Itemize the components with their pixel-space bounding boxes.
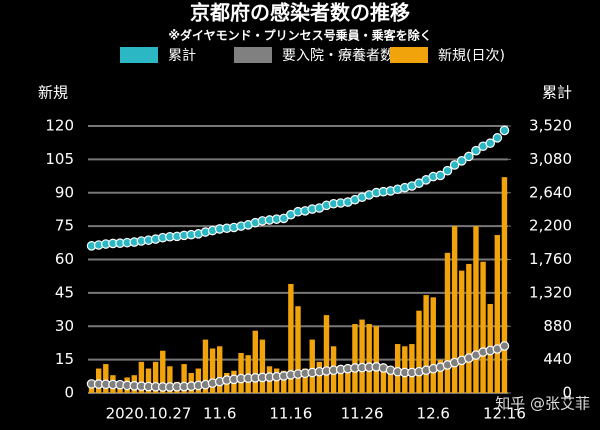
y-tick-label: 30: [55, 317, 74, 335]
bar: [451, 226, 458, 393]
y-tick-label: 45: [55, 283, 74, 301]
bar: [437, 359, 444, 393]
bar: [480, 261, 486, 393]
bar: [338, 370, 344, 393]
bar: [160, 350, 166, 393]
bar: [295, 306, 301, 393]
x-tick-label: 11.6: [203, 405, 236, 423]
dot: [464, 151, 474, 162]
y-tick-label: 60: [55, 250, 74, 268]
x-tick-label: 11.26: [341, 405, 384, 423]
y-tick-label: 75: [55, 217, 74, 235]
bar: [152, 361, 159, 393]
y2-tick-label: 880: [543, 317, 572, 335]
bar: [387, 370, 394, 393]
bar: [181, 364, 187, 393]
bar: [202, 339, 209, 393]
legend-swatch: [234, 47, 272, 63]
bar: [288, 283, 294, 393]
bar: [473, 226, 479, 393]
y-tick-label: 120: [45, 117, 74, 135]
dot: [471, 145, 481, 156]
bar: [281, 370, 287, 393]
bar: [309, 339, 315, 393]
x-tick-label: 12.6: [417, 405, 450, 423]
dot: [456, 156, 467, 166]
bar: [444, 252, 451, 393]
bar: [323, 315, 330, 393]
y-axis-title: 新規: [38, 84, 68, 102]
bar: [380, 366, 387, 393]
x-tick-label: 11.16: [269, 405, 312, 423]
y-tick-label: 15: [55, 350, 74, 368]
bar: [466, 263, 472, 393]
dot: [435, 170, 446, 181]
bar: [302, 368, 308, 393]
bar: [316, 361, 323, 393]
bar: [117, 386, 123, 393]
bar: [259, 339, 266, 393]
dot: [499, 341, 510, 351]
bar: [359, 319, 365, 393]
bar: [459, 270, 465, 393]
bar: [373, 326, 380, 393]
y2-tick-label: 440: [543, 350, 572, 368]
dot: [442, 165, 453, 176]
y-tick-label: 90: [55, 183, 74, 201]
legend-label: 累計: [168, 48, 196, 64]
bar: [167, 366, 173, 393]
legend-swatch: [120, 47, 158, 63]
bar: [138, 361, 145, 393]
bar: [238, 352, 244, 393]
bar: [103, 364, 109, 393]
legend-label: 新規(日次): [438, 48, 505, 64]
y2-tick-label: 2,640: [529, 183, 572, 201]
bar: [423, 295, 429, 393]
y2-tick-label: 3,520: [529, 117, 572, 135]
dot: [499, 125, 510, 136]
bar: [252, 330, 258, 393]
bar: [209, 348, 216, 393]
bar: [145, 368, 152, 393]
y-tick-label: 0: [64, 384, 74, 402]
bar: [501, 177, 508, 393]
dot: [485, 138, 496, 149]
x-tick-label: 12.16: [483, 405, 526, 423]
y2-tick-label: 1,320: [529, 283, 572, 301]
chart-subtitle: ※ダイヤモンド・プリンセス号乗員・乗客を除く: [168, 28, 431, 43]
bar: [416, 310, 422, 393]
legend-label: 要入院・療養者数: [282, 47, 394, 64]
bar: [216, 346, 223, 393]
y2-tick-label: 0: [562, 384, 572, 402]
legend-swatch: [390, 47, 428, 63]
dot: [449, 160, 460, 170]
y2-axis-title: 累計: [542, 84, 572, 102]
chart-title: 京都府の感染者数の推移: [190, 1, 410, 25]
dot: [492, 133, 503, 143]
y2-tick-label: 3,080: [529, 150, 572, 168]
y-tick-label: 105: [45, 150, 74, 168]
y2-tick-label: 2,200: [529, 217, 572, 235]
x-tick-label: 2020.10.27: [106, 405, 192, 423]
y2-tick-label: 1,760: [529, 250, 572, 268]
bar: [352, 324, 358, 393]
bar: [366, 324, 372, 393]
bar: [430, 297, 436, 393]
bar: [494, 235, 501, 393]
watermark: 知乎 @张艾菲: [495, 395, 590, 413]
bar: [345, 366, 351, 393]
